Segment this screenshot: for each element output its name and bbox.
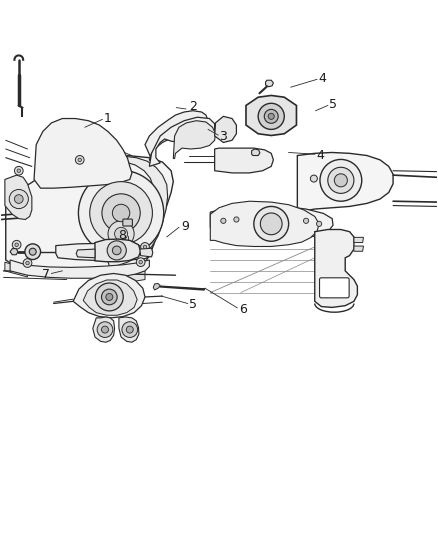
Circle shape xyxy=(113,204,130,222)
Circle shape xyxy=(12,240,21,249)
Circle shape xyxy=(102,289,117,305)
Polygon shape xyxy=(354,237,364,243)
Polygon shape xyxy=(6,156,173,271)
Circle shape xyxy=(328,167,354,193)
Circle shape xyxy=(26,261,29,265)
Polygon shape xyxy=(73,273,145,318)
Circle shape xyxy=(25,244,41,260)
Text: 8: 8 xyxy=(118,229,127,241)
Circle shape xyxy=(221,218,226,223)
Circle shape xyxy=(23,259,32,268)
Polygon shape xyxy=(78,156,168,269)
Polygon shape xyxy=(265,80,273,87)
Circle shape xyxy=(14,195,23,204)
Polygon shape xyxy=(210,206,333,240)
Polygon shape xyxy=(215,148,273,173)
Polygon shape xyxy=(297,152,393,214)
Text: 3: 3 xyxy=(219,130,227,143)
Polygon shape xyxy=(76,249,95,258)
Circle shape xyxy=(268,114,274,119)
Polygon shape xyxy=(140,248,153,257)
Circle shape xyxy=(304,218,309,223)
Polygon shape xyxy=(93,317,115,342)
Polygon shape xyxy=(34,118,132,188)
Circle shape xyxy=(260,213,282,235)
Circle shape xyxy=(29,248,36,255)
Polygon shape xyxy=(5,175,32,220)
Circle shape xyxy=(90,182,152,244)
Polygon shape xyxy=(252,149,260,156)
Circle shape xyxy=(14,166,23,175)
Circle shape xyxy=(78,158,81,161)
Circle shape xyxy=(264,109,278,123)
Circle shape xyxy=(126,326,133,333)
Circle shape xyxy=(107,241,126,260)
Circle shape xyxy=(75,156,84,164)
Polygon shape xyxy=(210,201,319,246)
Circle shape xyxy=(317,221,322,227)
FancyBboxPatch shape xyxy=(123,219,132,226)
FancyBboxPatch shape xyxy=(320,278,349,298)
Polygon shape xyxy=(315,230,357,308)
Polygon shape xyxy=(123,271,145,283)
Circle shape xyxy=(141,243,149,251)
Polygon shape xyxy=(5,262,28,277)
Circle shape xyxy=(334,174,347,187)
Polygon shape xyxy=(246,95,297,135)
Text: 2: 2 xyxy=(189,100,197,113)
Circle shape xyxy=(9,189,28,208)
Circle shape xyxy=(136,258,145,266)
Circle shape xyxy=(258,103,284,130)
Circle shape xyxy=(234,217,239,222)
Polygon shape xyxy=(56,244,152,261)
Circle shape xyxy=(143,245,147,249)
Text: 5: 5 xyxy=(329,98,337,111)
Circle shape xyxy=(254,206,289,241)
Polygon shape xyxy=(10,260,149,278)
Polygon shape xyxy=(95,239,141,262)
Circle shape xyxy=(139,261,142,264)
Circle shape xyxy=(78,171,164,256)
Circle shape xyxy=(102,326,109,333)
Polygon shape xyxy=(153,284,160,290)
Circle shape xyxy=(108,221,134,247)
Circle shape xyxy=(320,159,362,201)
Circle shape xyxy=(95,283,123,311)
Polygon shape xyxy=(119,317,139,342)
Text: 6: 6 xyxy=(239,303,247,316)
Circle shape xyxy=(17,169,21,173)
Text: 5: 5 xyxy=(189,298,197,311)
Text: 4: 4 xyxy=(319,72,326,85)
Circle shape xyxy=(97,322,113,337)
Polygon shape xyxy=(145,111,208,164)
Text: 1: 1 xyxy=(104,112,112,125)
Text: 4: 4 xyxy=(316,149,324,161)
Circle shape xyxy=(15,243,18,246)
Polygon shape xyxy=(149,117,215,166)
Circle shape xyxy=(122,322,138,337)
Circle shape xyxy=(115,228,127,240)
Polygon shape xyxy=(173,120,215,158)
Text: 9: 9 xyxy=(181,220,189,233)
Circle shape xyxy=(106,294,113,301)
Polygon shape xyxy=(10,249,18,255)
Circle shape xyxy=(113,246,121,255)
Polygon shape xyxy=(83,280,137,315)
Polygon shape xyxy=(354,246,364,251)
Circle shape xyxy=(311,175,318,182)
Text: 7: 7 xyxy=(42,268,50,281)
Polygon shape xyxy=(215,116,237,142)
Circle shape xyxy=(102,194,140,232)
